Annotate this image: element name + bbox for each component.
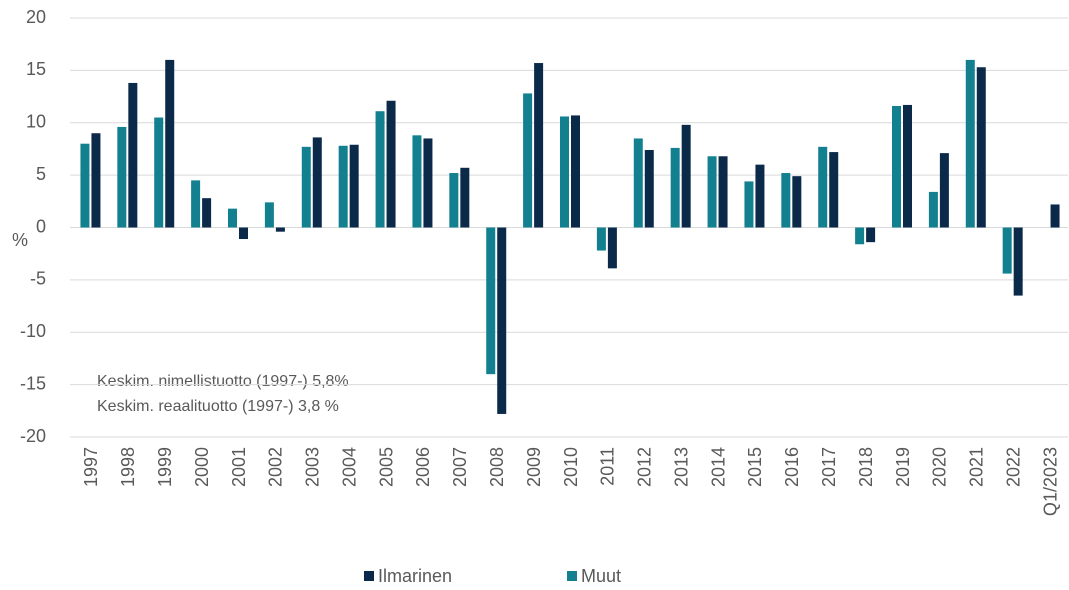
x-tick-label: 2007 <box>450 447 470 487</box>
bar <box>976 67 986 228</box>
x-tick-label: 1997 <box>81 447 101 487</box>
bar <box>818 146 828 228</box>
y-tick-label: 15 <box>26 59 46 79</box>
bar <box>239 227 248 240</box>
bar <box>965 59 975 228</box>
bar <box>228 208 237 228</box>
y-axis-label: % <box>12 230 28 250</box>
x-tick-label: 2010 <box>561 447 581 487</box>
bar <box>275 227 285 232</box>
bar <box>681 124 691 228</box>
bar <box>1050 204 1060 228</box>
bar <box>375 111 385 228</box>
x-tick-label: 2004 <box>339 447 359 487</box>
bar <box>154 117 164 228</box>
bar <box>386 100 396 228</box>
bar <box>128 82 138 228</box>
x-tick-label: 2003 <box>303 447 323 487</box>
legend-swatch <box>567 571 577 581</box>
bar <box>412 135 422 228</box>
x-tick-label: 2005 <box>376 447 396 487</box>
bar <box>718 156 728 228</box>
y-tick-label: 20 <box>26 7 46 27</box>
x-tick-label: 2014 <box>708 447 728 487</box>
x-tick-label: 2012 <box>635 447 655 487</box>
bar <box>892 105 901 228</box>
bar <box>903 104 912 228</box>
bar <box>670 147 680 228</box>
bar <box>755 164 765 228</box>
bar <box>707 156 717 228</box>
x-tick-label: 2000 <box>192 447 212 487</box>
x-tick-label: 2015 <box>745 447 765 487</box>
bar <box>449 173 459 228</box>
bar <box>744 181 754 228</box>
bar <box>460 167 470 228</box>
bar <box>264 202 274 228</box>
bar <box>644 149 654 228</box>
bar <box>191 180 201 228</box>
x-tick-label: 1998 <box>118 447 138 487</box>
bar <box>1013 227 1023 296</box>
x-tick-label: 2016 <box>782 447 802 487</box>
bar <box>523 93 533 228</box>
x-tick-label: 2006 <box>413 447 433 487</box>
x-tick-label: 2018 <box>856 447 876 487</box>
x-tick-label: 2011 <box>598 447 618 486</box>
x-tick-label: 2020 <box>930 447 950 487</box>
y-tick-label: 10 <box>26 112 46 132</box>
x-tick-label: 1999 <box>155 447 175 487</box>
x-tick-label: 2001 <box>229 447 249 487</box>
bar <box>633 138 643 228</box>
legend-label: Ilmarinen <box>378 566 452 586</box>
x-tick-label: 2002 <box>266 447 286 487</box>
bar <box>117 126 127 228</box>
bar <box>534 63 544 228</box>
bar <box>829 152 839 228</box>
x-tick-label: 2008 <box>487 447 507 487</box>
bar <box>939 153 949 228</box>
annotation: Keskim. reaalituotto (1997-) 3,8 % <box>97 398 339 415</box>
bar <box>338 145 348 228</box>
bar <box>497 227 507 414</box>
y-tick-label: 5 <box>36 164 46 184</box>
bar <box>349 144 359 228</box>
bar <box>423 138 433 228</box>
y-tick-label: -20 <box>20 426 46 446</box>
x-tick-label: 2021 <box>967 447 987 487</box>
legend-swatch <box>364 571 374 581</box>
x-tick-label: 2017 <box>819 447 839 487</box>
bar <box>1002 227 1012 274</box>
y-tick-label: 0 <box>36 216 46 236</box>
bar <box>486 227 496 375</box>
x-tick-label: 2019 <box>893 447 913 487</box>
annotation: Keskim. nimellistuotto (1997-) 5,8% <box>97 373 349 390</box>
bar <box>91 133 101 228</box>
bar <box>596 227 606 251</box>
x-tick-label: 2022 <box>1003 447 1023 487</box>
bar <box>571 115 580 228</box>
y-tick-label: -15 <box>20 373 46 393</box>
bar <box>781 173 791 228</box>
y-tick-label: -5 <box>30 269 46 289</box>
bar <box>202 198 212 228</box>
legend-label: Muut <box>581 566 621 586</box>
y-tick-label: -10 <box>20 321 46 341</box>
bar <box>792 176 802 228</box>
bar <box>928 191 938 228</box>
bar <box>301 146 311 228</box>
x-tick-label: 2013 <box>671 447 691 487</box>
bar <box>855 227 865 245</box>
x-tick-label: Q1/2023 <box>1040 447 1060 516</box>
bar <box>165 59 175 228</box>
bar <box>80 143 90 228</box>
x-tick-label: 2009 <box>524 447 544 487</box>
bar <box>607 227 617 269</box>
bar <box>560 116 569 228</box>
bar <box>312 137 322 228</box>
bar <box>866 227 876 243</box>
